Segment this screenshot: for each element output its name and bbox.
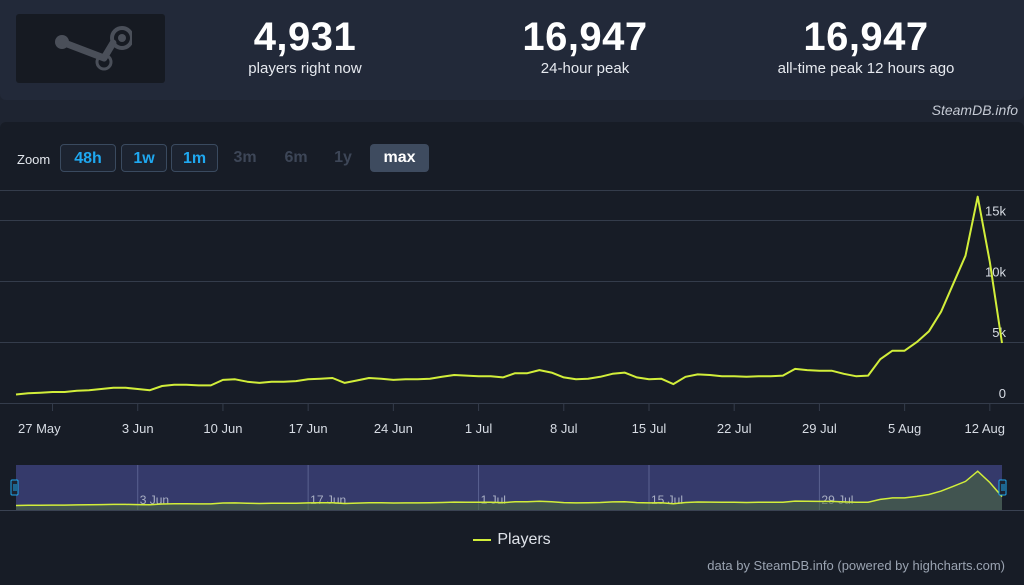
- y-tick-label: 15k: [985, 203, 1006, 218]
- stat-label: 24-hour peak: [540, 60, 630, 77]
- stats-bar: 4,931 players right now 16,947 24-hour p…: [0, 0, 1024, 100]
- stat-label: all-time peak 12 hours ago: [777, 60, 955, 77]
- x-tick-label: 22 Jul: [717, 421, 752, 436]
- zoom-48h-button[interactable]: 48h: [60, 144, 116, 172]
- stat-all-time-peak: 16,947 all-time peak 12 hours ago: [750, 14, 982, 78]
- zoom-1w-button[interactable]: 1w: [121, 144, 167, 172]
- zoom-max-button[interactable]: max: [370, 144, 429, 172]
- zoom-label: Zoom: [17, 152, 51, 167]
- legend-line-icon: [473, 539, 492, 541]
- navigator-series-line: [15, 470, 1003, 507]
- grid-layer: [0, 190, 1024, 404]
- stat-value: 16,947: [803, 15, 929, 59]
- stat-value: 4,931: [253, 15, 357, 59]
- zoom-3m-button[interactable]: 3m: [233, 149, 257, 166]
- x-tick-label: 24 Jun: [374, 421, 413, 436]
- x-tick-label: 1 Jul: [465, 421, 493, 436]
- x-tick-label: 8 Jul: [550, 421, 578, 436]
- x-tick-label: 12 Aug: [965, 421, 1006, 436]
- y-tick-label: 0: [999, 386, 1006, 401]
- x-tick-label: 29 Jul: [802, 421, 837, 436]
- x-axis-labels: 27 May 3 Jun 10 Jun 17 Jun 24 Jun 1 Jul 8 Jul 1…: [18, 403, 1005, 436]
- y-tick-label: 10k: [985, 264, 1006, 279]
- legend[interactable]: Players: [0, 531, 1024, 549]
- x-tick-label: 3 Jun: [122, 421, 154, 436]
- zoom-1y-button[interactable]: 1y: [334, 149, 352, 166]
- x-tick-label: 10 Jun: [203, 421, 242, 436]
- x-tick-label: 17 Jun: [289, 421, 328, 436]
- x-tick-label: 15 Jul: [632, 421, 667, 436]
- zoom-1m-button[interactable]: 1m: [171, 144, 218, 172]
- navigator: 3 Jun 17 Jun 1 Jul 15 Jul 29 Jul: [0, 465, 1024, 511]
- series-line-players: [15, 195, 1003, 396]
- y-tick-label: 5k: [992, 325, 1006, 340]
- x-tick-label: 5 Aug: [888, 421, 921, 436]
- steam-logo[interactable]: [16, 14, 165, 83]
- stat-24h-peak: 16,947 24-hour peak: [495, 14, 675, 78]
- steam-logo-icon: [55, 26, 132, 71]
- legend-item-players[interactable]: Players: [497, 531, 551, 548]
- zoom-6m-button[interactable]: 6m: [284, 149, 308, 166]
- stat-current-players: 4,931 players right now: [220, 14, 390, 78]
- series-layer: [15, 195, 1003, 396]
- stat-label: players right now: [248, 60, 362, 77]
- x-tick-label: 27 May: [18, 421, 61, 436]
- credits[interactable]: data by SteamDB.info (powered by highcha…: [707, 558, 1005, 573]
- source-label[interactable]: SteamDB.info: [931, 102, 1018, 118]
- stat-value: 16,947: [522, 15, 648, 59]
